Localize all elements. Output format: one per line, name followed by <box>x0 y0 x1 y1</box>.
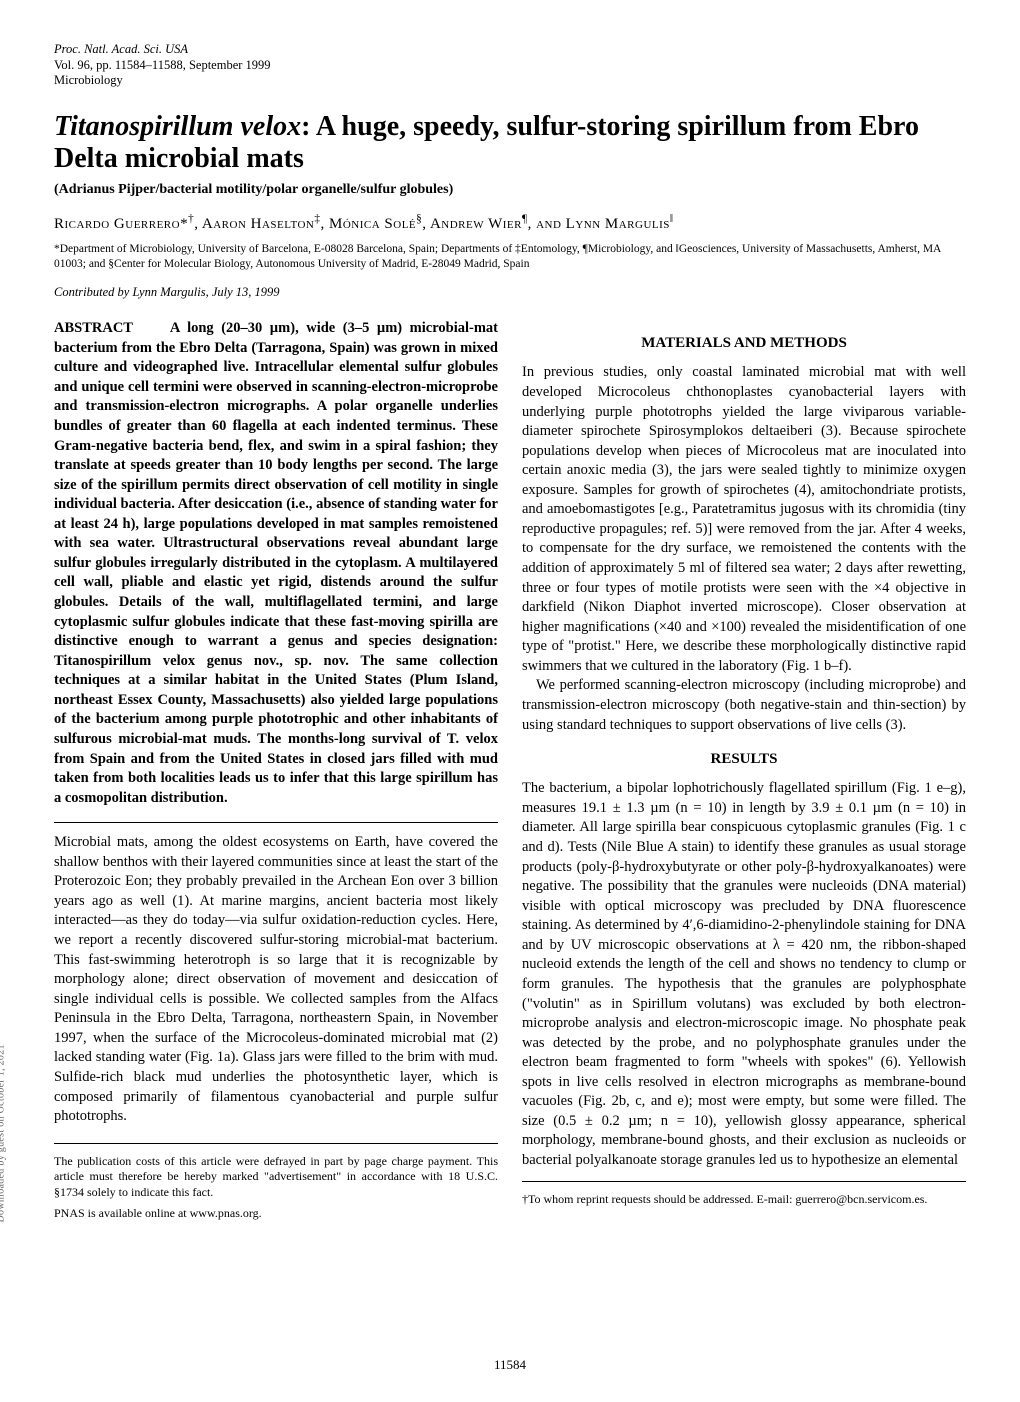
two-column-layout: ABSTRACT A long (20–30 µm), wide (3–5 µm… <box>54 319 966 1222</box>
page-number: 11584 <box>494 1356 526 1374</box>
journal-name: Proc. Natl. Acad. Sci. USA <box>54 42 966 58</box>
methods-heading: MATERIALS AND METHODS <box>522 333 966 353</box>
abstract-body: A long (20–30 µm), wide (3–5 µm) microbi… <box>54 320 498 806</box>
contributed-line: Contributed by Lynn Margulis, July 13, 1… <box>54 284 966 301</box>
corresponding-author-note: †To whom reprint requests should be addr… <box>522 1192 966 1208</box>
results-heading: RESULTS <box>522 749 966 769</box>
page-charge-note: The publication costs of this article we… <box>54 1154 498 1201</box>
journal-header: Proc. Natl. Acad. Sci. USA Vol. 96, pp. … <box>54 42 966 89</box>
article-subtitle: (Adrianus Pijper/bacterial motility/pola… <box>54 181 966 200</box>
right-column: MATERIALS AND METHODS In previous studie… <box>522 319 966 1222</box>
right-footnote: †To whom reprint requests should be addr… <box>522 1192 966 1208</box>
download-watermark: Downloaded by guest on October 1, 2021 <box>0 1044 8 1222</box>
left-column: ABSTRACT A long (20–30 µm), wide (3–5 µm… <box>54 319 498 1222</box>
intro-paragraph: Microbial mats, among the oldest ecosyst… <box>54 833 498 1126</box>
abstract-divider <box>54 822 498 823</box>
pnas-url-line: PNAS is available online at www.pnas.org… <box>54 1206 498 1222</box>
footnote-divider-right <box>522 1181 966 1182</box>
results-body: The bacterium, a bipolar lophotrichously… <box>522 779 966 1170</box>
abstract-label: ABSTRACT <box>54 320 133 336</box>
methods-p2: We performed scanning-electron microscop… <box>522 676 966 735</box>
authors-line: Ricardo Guerrero*†, Aaron Haselton‡, Món… <box>54 212 966 234</box>
affiliations: *Department of Microbiology, University … <box>54 242 966 272</box>
abstract-block: ABSTRACT A long (20–30 µm), wide (3–5 µm… <box>54 319 498 808</box>
methods-p1: In previous studies, only coastal lamina… <box>522 363 966 676</box>
journal-subject: Microbiology <box>54 73 966 89</box>
footnote-divider-left <box>54 1143 498 1144</box>
journal-volume: Vol. 96, pp. 11584–11588, September 1999 <box>54 58 966 74</box>
left-footnote: The publication costs of this article we… <box>54 1154 498 1222</box>
article-title: Titanospirillum velox: A huge, speedy, s… <box>54 111 966 175</box>
